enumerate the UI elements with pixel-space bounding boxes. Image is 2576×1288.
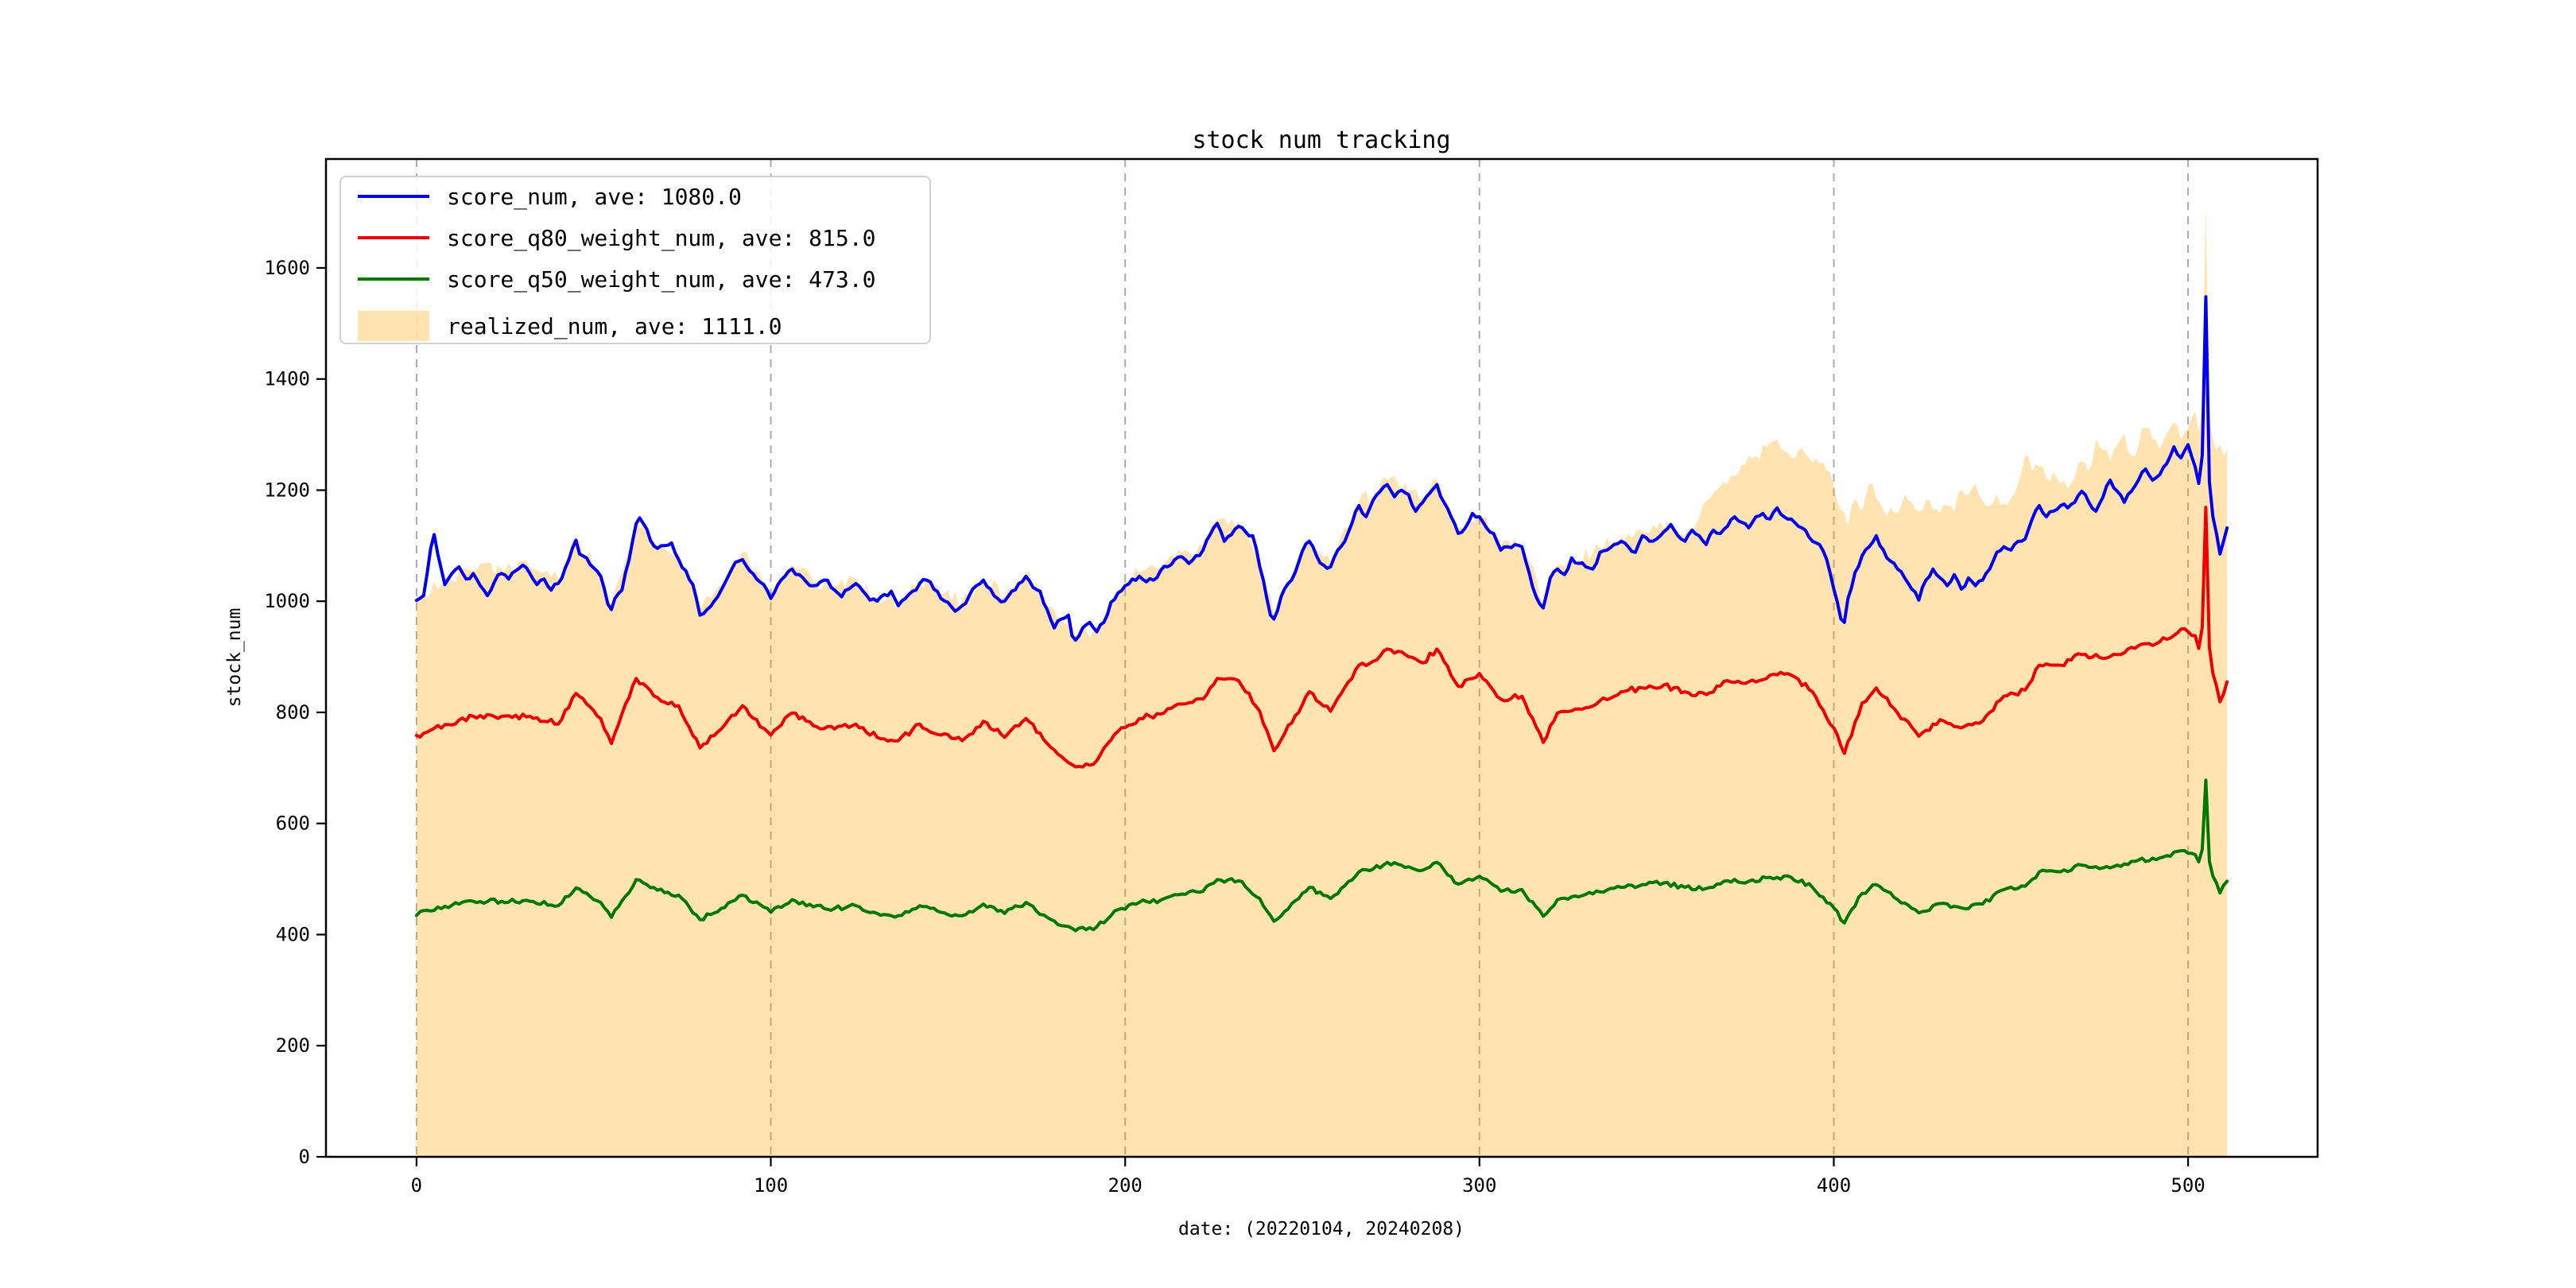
legend-box bbox=[339, 176, 931, 344]
legend-label-score_q80_weight_num: score_q80_weight_num, ave: 815.0 bbox=[447, 225, 875, 252]
x-tick-label-0: 0 bbox=[411, 1174, 422, 1197]
score_num-line bbox=[414, 295, 2229, 642]
legend-label-score_q50_weight_num: score_q50_weight_num, ave: 473.0 bbox=[447, 266, 875, 293]
y-tick-label-1400: 1400 bbox=[264, 368, 310, 390]
tick-layer: 0 100 200 300 400 500 0 200 400 600 800 1000 1200 140… bbox=[264, 257, 2206, 1197]
y-tick-label-1600: 1600 bbox=[264, 257, 310, 279]
y-tick-label-1000: 1000 bbox=[264, 590, 310, 612]
line-layer bbox=[414, 295, 2229, 933]
x-axis-label: date: (20220104, 20240208) bbox=[1178, 1219, 1465, 1240]
y-tick-label-600: 600 bbox=[276, 813, 310, 835]
y-tick-label-0: 0 bbox=[299, 1146, 310, 1168]
area-layer bbox=[416, 206, 2228, 1157]
legend-label-score_num: score_num, ave: 1080.0 bbox=[447, 184, 742, 211]
score_q50_weight_num-line bbox=[414, 778, 2229, 933]
score_q80_weight_num-line bbox=[414, 506, 2229, 769]
x-tick-label-100: 100 bbox=[754, 1174, 788, 1197]
grid-layer bbox=[415, 159, 2190, 1157]
legend-label-realized_num: realized_num, ave: 1111.0 bbox=[447, 313, 782, 340]
y-axis-label: stock_num bbox=[224, 608, 245, 708]
y-tick-label-1200: 1200 bbox=[264, 479, 310, 502]
x-tick-label-400: 400 bbox=[1817, 1174, 1851, 1197]
legend-swatch-realized_num bbox=[358, 311, 429, 341]
legend: score_num, ave: 1080.0 score_q80_weight_n… bbox=[339, 176, 931, 344]
chart-title: stock num tracking bbox=[1192, 126, 1450, 154]
axes-box bbox=[324, 157, 2319, 1158]
x-tick-label-300: 300 bbox=[1462, 1174, 1496, 1197]
y-tick-label-400: 400 bbox=[276, 924, 310, 946]
y-tick-label-200: 200 bbox=[276, 1034, 310, 1057]
x-tick-label-500: 500 bbox=[2171, 1174, 2205, 1197]
y-tick-label-800: 800 bbox=[276, 701, 310, 724]
x-tick-label-200: 200 bbox=[1108, 1174, 1143, 1197]
realized_num-area bbox=[416, 206, 2228, 1157]
